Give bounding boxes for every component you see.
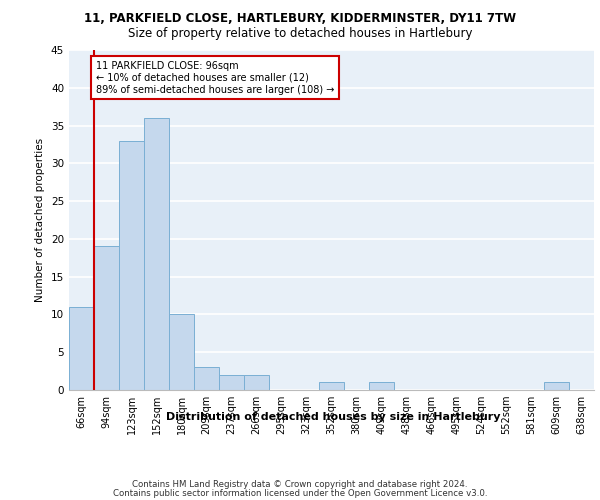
Bar (94, 246, 119, 390)
Bar (69, 307, 94, 390)
Bar (119, 140, 144, 390)
Bar (144, 118, 169, 390)
Text: 11, PARKFIELD CLOSE, HARTLEBURY, KIDDERMINSTER, DY11 7TW: 11, PARKFIELD CLOSE, HARTLEBURY, KIDDERM… (84, 12, 516, 26)
Bar (369, 382, 394, 390)
Y-axis label: Number of detached properties: Number of detached properties (35, 138, 46, 302)
Text: Contains HM Land Registry data © Crown copyright and database right 2024.: Contains HM Land Registry data © Crown c… (132, 480, 468, 489)
Bar (169, 314, 194, 390)
Text: Contains public sector information licensed under the Open Government Licence v3: Contains public sector information licen… (113, 488, 487, 498)
Bar (219, 375, 244, 390)
Text: Size of property relative to detached houses in Hartlebury: Size of property relative to detached ho… (128, 28, 472, 40)
Bar (544, 382, 569, 390)
Bar (194, 368, 219, 390)
Bar (319, 382, 344, 390)
Text: 11 PARKFIELD CLOSE: 96sqm
← 10% of detached houses are smaller (12)
89% of semi-: 11 PARKFIELD CLOSE: 96sqm ← 10% of detac… (96, 62, 334, 94)
Bar (244, 375, 269, 390)
Text: Distribution of detached houses by size in Hartlebury: Distribution of detached houses by size … (166, 412, 500, 422)
